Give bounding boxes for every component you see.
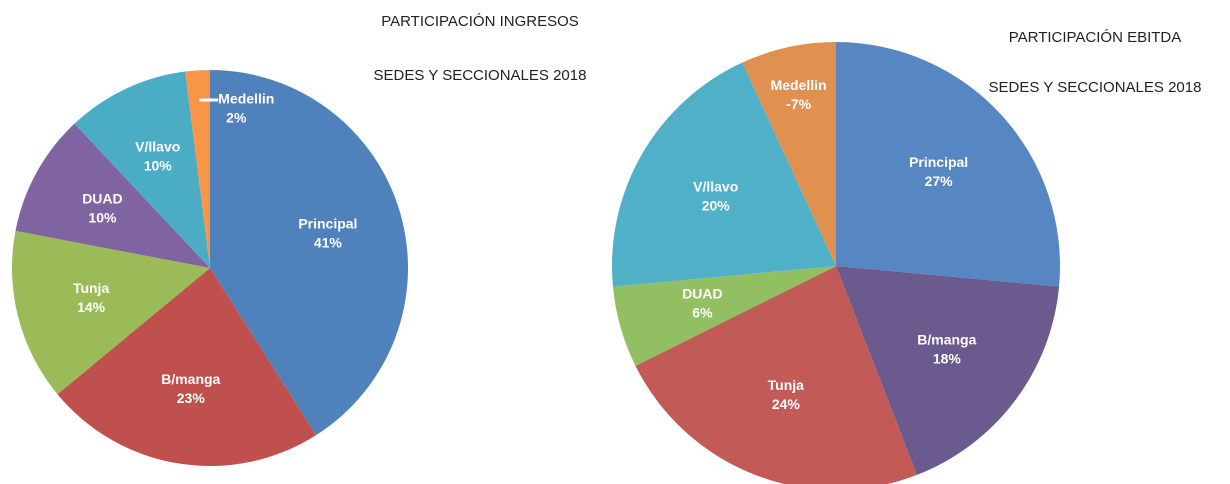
pie-slice	[612, 266, 836, 366]
slice-value-label: 41%	[314, 234, 343, 250]
slice-value-label: 14%	[77, 299, 106, 315]
slice-category-label: B/manga	[161, 371, 220, 387]
pie-slice	[836, 42, 1060, 287]
slice-category-label: DUAD	[682, 286, 722, 302]
slice-value-label: 10%	[144, 158, 173, 174]
slice-category-label: Tunja	[73, 280, 110, 296]
pie-slice	[185, 70, 210, 268]
pie-slice	[11, 230, 210, 395]
pie-slice	[635, 266, 917, 484]
slice-value-label: 2%	[226, 110, 247, 126]
slice-category-label: V/llavo	[693, 178, 738, 194]
slice-value-label: 6%	[692, 305, 713, 321]
slice-category-label: DUAD	[82, 191, 122, 207]
pie-slice	[210, 70, 409, 436]
pie-slice	[836, 266, 1060, 475]
slice-category-label: Medellin	[771, 77, 827, 93]
chart-subtitle: SEDES Y SECCIONALES 2018	[374, 67, 587, 84]
pie-slice	[15, 123, 210, 268]
slice-category-label: Principal	[298, 215, 357, 231]
chart-title: PARTICIPACIÓN INGRESOS	[381, 13, 579, 30]
slice-value-label: 23%	[177, 390, 206, 406]
chart-title: PARTICIPACIÓN EBITDA	[1009, 29, 1182, 46]
pie-slice	[57, 268, 317, 467]
slice-category-label: B/manga	[917, 331, 976, 347]
slice-value-label: -7%	[786, 96, 811, 112]
slice-value-label: 24%	[772, 396, 801, 412]
pie-slice	[612, 62, 836, 287]
slice-category-label: V/llavo	[135, 139, 180, 155]
slice-category-label: Medellin	[218, 91, 274, 107]
slice-category-label: Tunja	[768, 377, 805, 393]
slice-value-label: 20%	[702, 197, 731, 213]
pie-slice	[74, 71, 210, 269]
slice-value-label: 27%	[925, 173, 954, 189]
pie-slice	[742, 42, 836, 266]
slice-value-label: 10%	[88, 210, 117, 226]
slice-category-label: Principal	[909, 154, 968, 170]
chart-subtitle: SEDES Y SECCIONALES 2018	[989, 79, 1202, 96]
slice-value-label: 18%	[933, 350, 962, 366]
